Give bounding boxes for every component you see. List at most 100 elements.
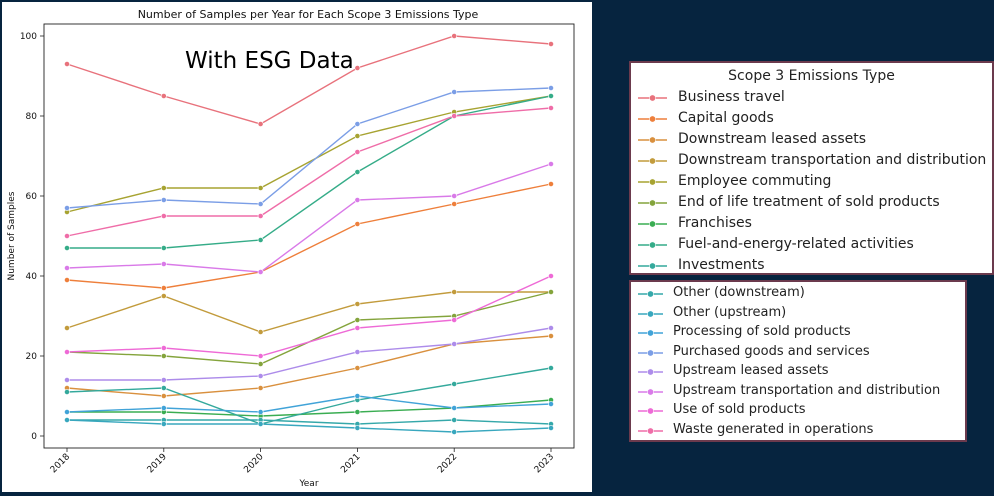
legend-label: Fuel-and-energy-related activities: [678, 236, 914, 252]
legend-swatch-marker: [647, 427, 655, 435]
data-point: [160, 213, 167, 219]
data-point: [257, 409, 264, 415]
data-point: [257, 201, 264, 207]
data-point: [548, 41, 554, 47]
series-line: [66, 367, 552, 425]
legend-label: End of life treatment of sold products: [678, 194, 940, 210]
data-point: [354, 393, 361, 399]
data-point: [160, 405, 167, 411]
data-point: [64, 377, 70, 383]
legend-swatch-marker: [647, 310, 655, 318]
legend-swatch: [638, 388, 663, 396]
series-line: [66, 95, 552, 213]
y-tick-label: 80: [26, 112, 38, 122]
data-point: [257, 213, 264, 219]
series-line: [67, 95, 552, 249]
data-point: [257, 185, 264, 191]
data-point: [451, 33, 458, 39]
series-line: [66, 275, 552, 357]
data-point: [354, 221, 361, 227]
series-12: [64, 85, 554, 211]
legend-swatch-marker: [649, 220, 657, 228]
data-point: [64, 245, 70, 251]
x-axis: 2018 2019 2020 2021 2022 2023: [49, 448, 556, 475]
data-point: [257, 329, 264, 335]
legend-label: Other (downstream): [673, 285, 805, 300]
legend-label: Employee commuting: [678, 173, 832, 189]
x-tick-label: 2019: [146, 452, 169, 475]
series-10: [64, 417, 554, 435]
data-point: [548, 289, 554, 295]
data-point: [354, 65, 361, 71]
data-point: [64, 349, 70, 355]
data-point: [548, 325, 554, 331]
y-tick-label: 40: [26, 272, 38, 282]
chart-panel: Number of Samples per Year for Each Scop…: [2, 2, 592, 492]
data-point: [160, 353, 167, 359]
data-point: [548, 161, 554, 167]
data-point: [354, 409, 361, 415]
data-point: [548, 85, 554, 91]
x-tick-label: 2022: [436, 452, 459, 475]
legend-label: Downstream transportation and distributi…: [678, 152, 987, 168]
legend-label: Processing of sold products: [673, 324, 851, 339]
legend-swatch-marker: [647, 329, 655, 337]
data-point: [160, 245, 167, 251]
data-point: [160, 285, 167, 291]
legend-label: Use of sold products: [673, 402, 806, 417]
chart-annotation: With ESG Data: [185, 48, 354, 74]
legend-label: Downstream leased assets: [678, 131, 867, 147]
line-chart: Number of Samples per Year for Each Scop…: [7, 8, 575, 489]
series-line: [66, 183, 552, 289]
data-point: [160, 385, 167, 391]
data-point: [451, 417, 458, 423]
data-point: [64, 277, 70, 283]
legend-swatch-marker: [647, 388, 655, 396]
x-tick-label: 2020: [242, 452, 265, 475]
legend-swatch: [638, 241, 667, 249]
data-point: [354, 349, 361, 355]
series-line: [66, 87, 552, 209]
data-point: [257, 121, 264, 127]
data-point: [354, 197, 361, 203]
legend-label: Business travel: [678, 89, 785, 105]
legend-swatch: [638, 290, 663, 298]
chart-title: Number of Samples per Year for Each Scop…: [138, 8, 479, 21]
data-point: [160, 393, 167, 399]
series-layer: [64, 33, 554, 435]
legend-label: Waste generated in operations: [673, 421, 874, 437]
data-point: [548, 93, 554, 99]
series-line: [66, 291, 552, 365]
legend-swatch: [638, 199, 667, 207]
data-point: [64, 205, 70, 211]
data-point: [257, 269, 264, 275]
series-16: [64, 105, 554, 239]
series-11: [64, 393, 554, 415]
legend-swatch: [638, 136, 667, 144]
legend-swatch-marker: [649, 115, 657, 123]
legend-swatch: [638, 427, 663, 435]
data-point: [354, 121, 361, 127]
legend-label: Investments: [678, 257, 765, 273]
series-7: [64, 93, 554, 251]
legend-swatch-marker: [649, 241, 657, 249]
data-point: [548, 365, 554, 371]
data-point: [354, 365, 361, 371]
data-point: [160, 93, 167, 99]
data-point: [64, 417, 70, 423]
data-point: [354, 133, 361, 139]
series-line: [66, 419, 552, 433]
y-axis: 0 20 40 60 80 100: [20, 32, 44, 442]
legend-label: Capital goods: [678, 110, 774, 126]
series-line: [66, 35, 552, 125]
series-4: [64, 93, 554, 215]
data-point: [548, 401, 554, 407]
x-tick-label: 2021: [339, 452, 362, 475]
series-line: [67, 399, 552, 417]
data-point: [548, 425, 554, 431]
legend-label: Other (upstream): [673, 304, 787, 320]
legend-swatch: [638, 157, 667, 165]
legend-swatch-marker: [647, 290, 655, 298]
legend-title: Scope 3 Emissions Type: [728, 68, 895, 84]
legend-swatch-marker: [647, 368, 655, 376]
